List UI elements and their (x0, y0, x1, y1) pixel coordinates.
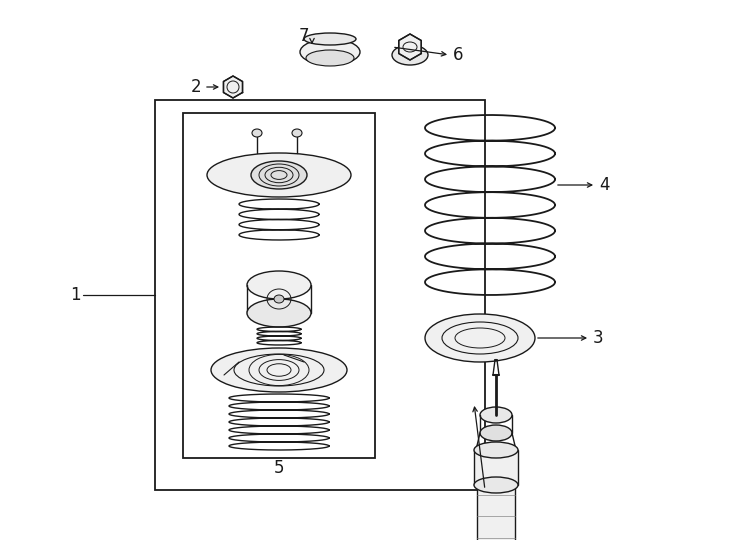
Text: 2: 2 (191, 78, 201, 96)
Ellipse shape (304, 33, 356, 45)
Text: 3: 3 (592, 329, 603, 347)
Ellipse shape (247, 299, 311, 327)
Ellipse shape (480, 425, 512, 441)
Text: 6: 6 (453, 46, 463, 64)
Ellipse shape (474, 442, 518, 458)
Text: 5: 5 (274, 459, 284, 477)
Ellipse shape (480, 407, 512, 423)
Bar (474, 450, 518, 485)
Bar (477, 485, 515, 540)
Ellipse shape (211, 348, 347, 392)
Ellipse shape (425, 314, 535, 362)
Text: 7: 7 (299, 27, 309, 45)
Ellipse shape (474, 477, 518, 493)
Ellipse shape (292, 129, 302, 137)
Ellipse shape (306, 50, 354, 66)
Ellipse shape (252, 129, 262, 137)
Ellipse shape (300, 39, 360, 65)
Text: 4: 4 (600, 176, 610, 194)
Bar (155, 100, 485, 490)
Ellipse shape (274, 295, 284, 303)
Text: 1: 1 (70, 286, 80, 304)
Bar (183, 113, 375, 458)
Polygon shape (223, 76, 242, 98)
Ellipse shape (207, 153, 351, 197)
Ellipse shape (392, 45, 428, 65)
Polygon shape (399, 34, 421, 60)
Ellipse shape (251, 161, 307, 189)
Ellipse shape (247, 271, 311, 299)
